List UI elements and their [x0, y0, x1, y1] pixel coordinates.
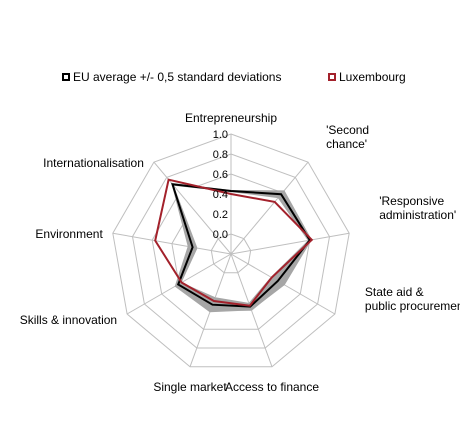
grid-ring-5 — [131, 153, 331, 349]
spoke-inner-1 — [230, 197, 279, 255]
tick-label-2: 0.4 — [213, 189, 228, 201]
legend-eu-label: EU average +/- 0,5 standard deviations — [73, 70, 282, 84]
tick-label-3: 0.6 — [213, 169, 228, 181]
legend-lux-swatch — [328, 73, 336, 81]
tick-label-0: 0.0 — [213, 229, 228, 241]
axis-label-3-line-0: State aid & — [365, 285, 424, 299]
axis-label-1-line-1: chance' — [326, 137, 367, 151]
spoke-inner-6 — [181, 253, 232, 283]
axis-label-4-line-0: Access to finance — [225, 380, 319, 394]
legend-eu-average: EU average +/- 0,5 standard deviations — [62, 70, 281, 84]
legend-luxembourg: Luxembourg — [328, 70, 406, 84]
axis-label-6-line-0: Skills & innovation — [20, 313, 117, 327]
axis-label-2-line-1: administration' — [379, 208, 456, 222]
axis-label-0: Entrepreneurship — [185, 111, 277, 125]
legend-lux-label: Luxembourg — [339, 70, 406, 84]
axis-label-8-line-0: Internationalisation — [43, 156, 144, 170]
grid-ring-inner-1 — [210, 233, 252, 274]
axis-label-8: Internationalisation — [43, 156, 144, 170]
axis-label-5-line-0: Single market — [153, 380, 227, 394]
axis-label-2-line-0: 'Responsive — [379, 194, 444, 208]
spoke-inner-2 — [230, 240, 308, 255]
axis-label-3-line-1: public procurement — [365, 299, 460, 313]
axis-label-7: Environment — [35, 227, 103, 241]
tick-label-1: 0.2 — [213, 209, 228, 221]
axis-label-3: State aid & public procurement — [365, 285, 460, 313]
tick-label-5: 1.0 — [213, 129, 228, 141]
spoke-inner-7 — [197, 247, 232, 255]
series-eu-average-line — [171, 183, 312, 308]
axis-label-5: Single market — [153, 380, 227, 394]
axis-label-0-line-0: Entrepreneurship — [185, 111, 277, 125]
axis-label-6: Skills & innovation — [20, 313, 117, 327]
spoke-inner-8 — [173, 185, 232, 255]
axis-label-2: 'Responsive administration' — [379, 194, 456, 222]
eu-band-lower — [173, 185, 308, 303]
spoke-inner-5 — [214, 253, 232, 298]
axis-label-1-line-0: 'Second — [326, 123, 369, 137]
axis-label-4: Access to finance — [225, 380, 319, 394]
axis-label-7-line-0: Environment — [35, 227, 103, 241]
grid-ring-6 — [112, 133, 350, 368]
legend-eu-swatch — [62, 73, 70, 81]
tick-label-4: 0.8 — [213, 149, 228, 161]
spoke-inner-4 — [230, 253, 250, 304]
series-luxembourg-line — [154, 178, 314, 307]
axis-label-1: 'Second chance' — [326, 123, 369, 151]
spoke-inner-3 — [230, 253, 272, 278]
